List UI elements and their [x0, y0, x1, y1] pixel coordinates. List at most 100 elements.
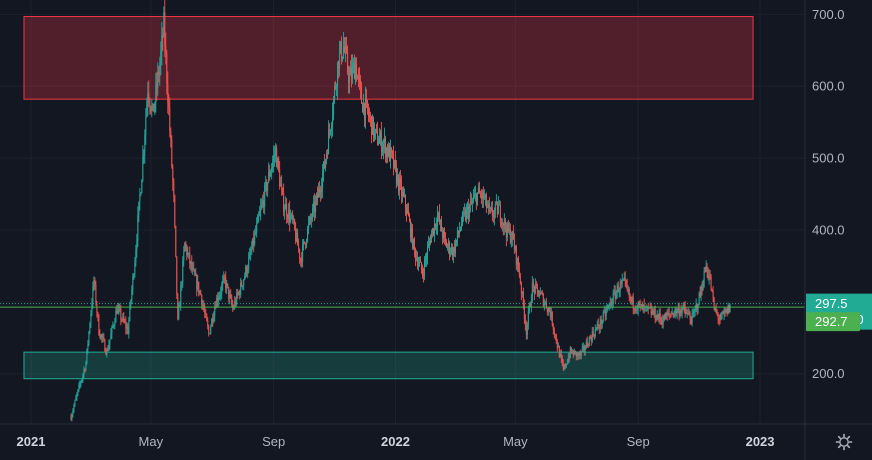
candle-body	[224, 276, 226, 278]
candle-body	[228, 286, 230, 299]
candle-body	[366, 98, 368, 101]
candle-body	[514, 246, 516, 250]
support-zone[interactable]	[23, 351, 754, 380]
candle-body	[579, 352, 581, 356]
candle-body	[213, 316, 215, 322]
candle-body	[532, 282, 534, 287]
candle-body	[576, 352, 578, 357]
candle-body	[484, 194, 486, 198]
candle-body	[227, 283, 229, 287]
candle-body	[565, 364, 567, 367]
candle-body	[566, 362, 568, 365]
candle-body	[488, 203, 490, 209]
candle-body	[184, 242, 186, 252]
candle-body	[394, 160, 396, 168]
candle-body	[274, 155, 276, 157]
candle-body	[285, 204, 287, 210]
candle-body	[289, 209, 291, 223]
candle-body	[524, 318, 526, 325]
candle-body	[489, 208, 491, 210]
candle-body	[103, 337, 105, 341]
candle-body	[250, 252, 252, 254]
candle-body	[355, 64, 357, 80]
candle-body	[229, 294, 231, 299]
candle-body	[226, 283, 228, 289]
candle-body	[417, 264, 419, 267]
candle-body	[452, 247, 454, 257]
candle-body	[560, 353, 562, 359]
candle-body	[210, 326, 212, 334]
candle-body	[663, 314, 665, 321]
candle-body	[496, 202, 498, 215]
candle-body	[646, 306, 648, 307]
candle-body	[194, 270, 196, 276]
candle-body	[378, 143, 380, 145]
candle-body	[117, 308, 119, 314]
candle-body	[470, 201, 472, 204]
candle-body	[423, 260, 425, 276]
candle-body	[106, 349, 108, 355]
candle-body	[167, 83, 169, 103]
candle-body	[678, 308, 680, 316]
candle-body	[588, 337, 590, 347]
candle-body	[343, 46, 345, 57]
candle-body	[114, 322, 116, 325]
candle-body	[189, 252, 191, 264]
candle-body	[410, 227, 412, 238]
candle-body	[393, 154, 395, 168]
candle-body	[301, 259, 303, 262]
candle-body	[419, 262, 421, 263]
candle-body	[498, 204, 500, 206]
candle-body	[78, 385, 80, 390]
candle-body	[574, 350, 576, 352]
candle-body	[304, 241, 306, 244]
candle-body	[126, 327, 128, 329]
candle-body	[264, 185, 266, 207]
candle-body	[621, 280, 623, 284]
candle-body	[125, 322, 127, 329]
gear-icon[interactable]	[835, 433, 853, 451]
candle-body	[509, 228, 511, 243]
candle-body	[409, 220, 411, 238]
candle-body	[331, 125, 333, 131]
candle-body	[497, 205, 499, 215]
time-axis[interactable]: 2021 May Sep 2022 May Sep 2023	[17, 434, 775, 449]
candle-body	[686, 313, 688, 315]
candle-body	[356, 64, 358, 80]
candle-body	[275, 147, 277, 156]
candle-body	[216, 297, 218, 308]
candle-body	[336, 86, 338, 88]
candle-body	[592, 331, 594, 336]
candle-body	[327, 153, 329, 155]
candle-body	[338, 61, 340, 69]
resistance-zone[interactable]	[23, 16, 754, 100]
candle-body	[101, 334, 103, 338]
candle-body	[453, 247, 455, 254]
candle-body	[388, 145, 390, 157]
candle-body	[465, 209, 467, 220]
candle-body	[190, 261, 192, 264]
candle-body	[698, 292, 700, 306]
candle-body	[166, 53, 168, 84]
candle-body	[310, 217, 312, 220]
price-badges: 297.505:25:30292.7	[806, 293, 872, 332]
candle-body	[351, 67, 353, 79]
candle-body	[450, 247, 452, 253]
candle-body	[111, 326, 113, 334]
candle-body	[291, 214, 293, 217]
candle-body	[701, 286, 703, 290]
time-tick-label: Sep	[262, 434, 285, 449]
candle-body	[706, 265, 708, 274]
candle-body	[91, 304, 93, 314]
candle-body	[238, 291, 240, 295]
candle-body	[339, 50, 341, 69]
candle-body	[402, 192, 403, 197]
candle-body	[402, 192, 404, 196]
candle-body	[287, 216, 289, 220]
candle-body	[381, 132, 383, 152]
candle-body	[104, 340, 106, 352]
candle-body	[672, 312, 674, 317]
candle-body	[584, 348, 586, 351]
